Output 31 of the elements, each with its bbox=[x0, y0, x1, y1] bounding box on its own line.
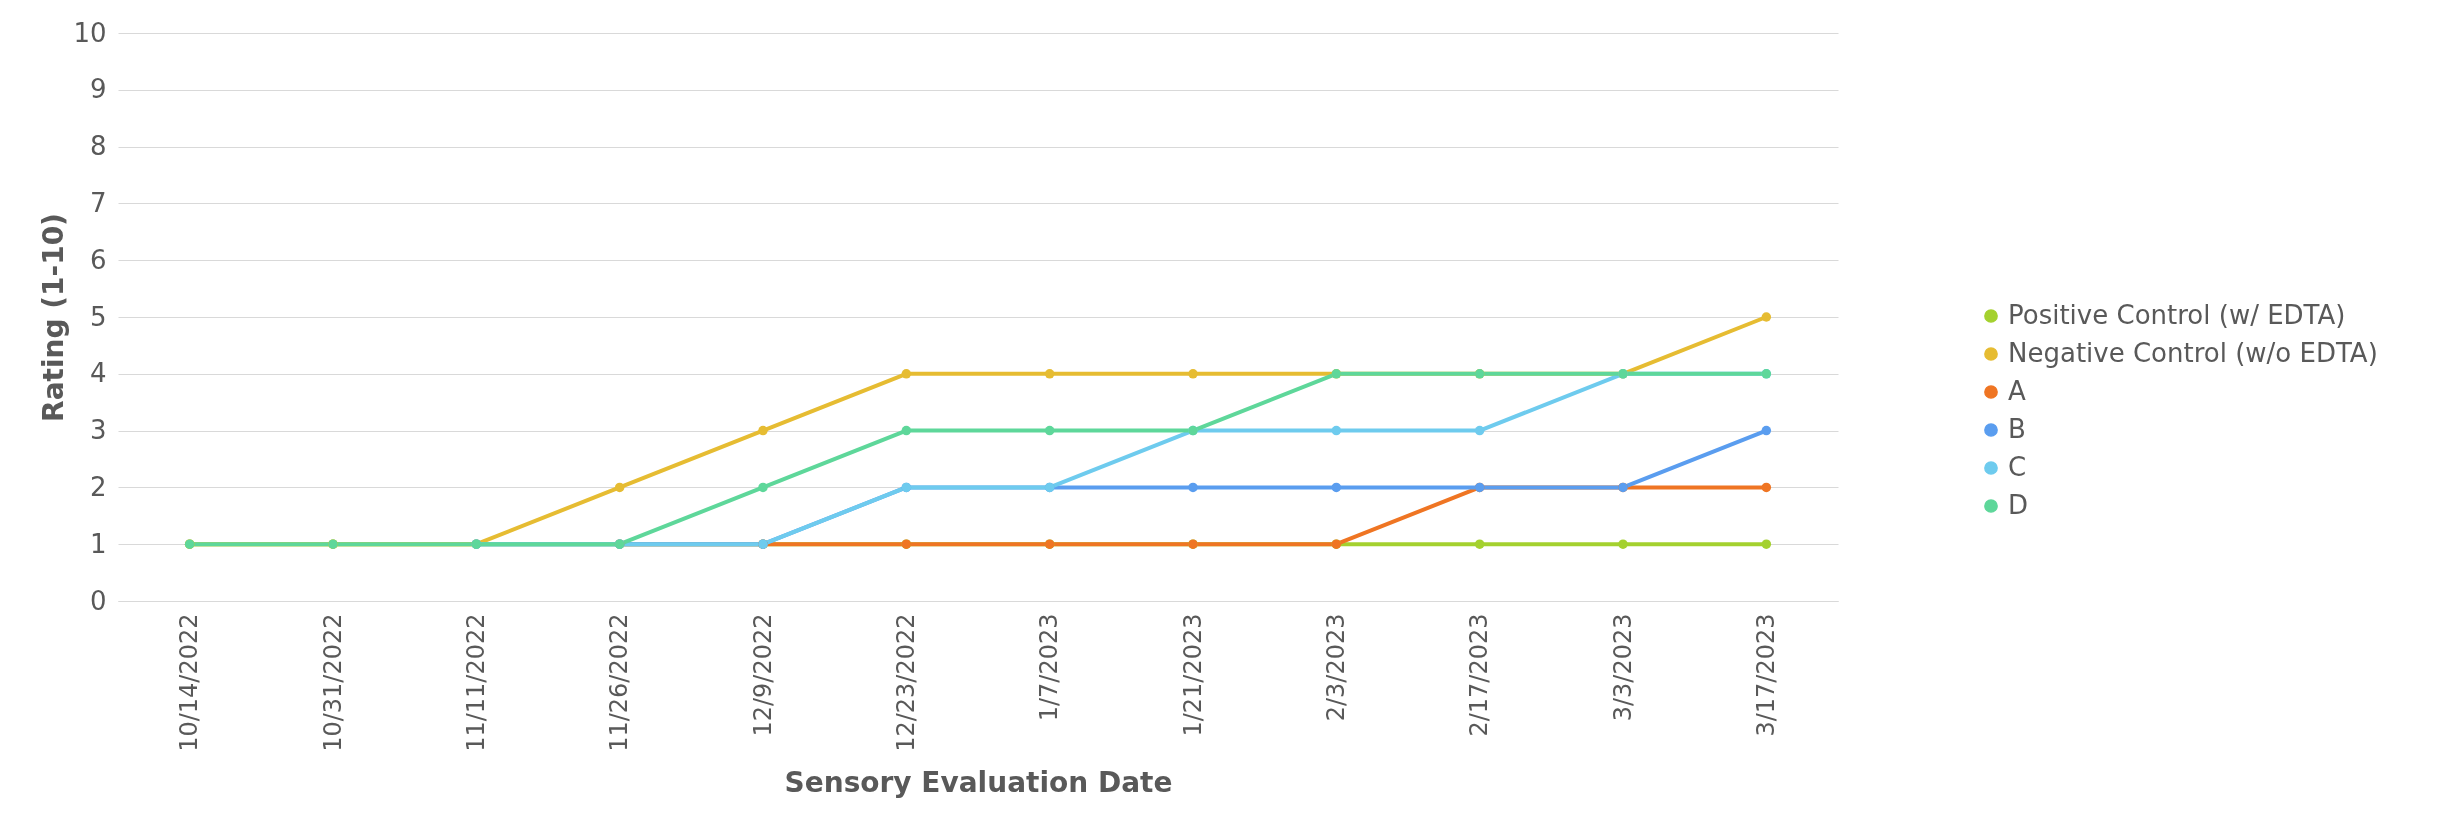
y-tick-label: 3 bbox=[89, 415, 107, 446]
x-tick-label: 1/21/2023 bbox=[1178, 613, 1207, 737]
x-tick-label: 3/17/2023 bbox=[1751, 613, 1780, 737]
y-tick-label: 9 bbox=[89, 74, 107, 105]
x-tick-label: 12/9/2022 bbox=[748, 613, 777, 737]
y-tick-label: 10 bbox=[73, 17, 107, 48]
x-tick-label: 2/17/2023 bbox=[1465, 613, 1494, 737]
legend-label: B bbox=[2008, 414, 2026, 444]
y-tick-label: 4 bbox=[89, 358, 107, 389]
legend-label: A bbox=[2008, 376, 2026, 406]
y-tick-label: 0 bbox=[89, 585, 107, 616]
x-axis-title: Sensory Evaluation Date bbox=[784, 765, 1173, 799]
y-tick-label: 2 bbox=[89, 471, 107, 502]
legend-label: C bbox=[2008, 452, 2027, 482]
y-tick-label: 7 bbox=[89, 187, 107, 218]
x-tick-label: 10/14/2022 bbox=[175, 613, 204, 752]
y-tick-label: 5 bbox=[89, 301, 107, 332]
y-tick-label: 8 bbox=[89, 131, 107, 162]
legend-label: Positive Control (w/ EDTA) bbox=[2008, 300, 2346, 330]
x-tick-label: 11/26/2022 bbox=[605, 613, 634, 752]
y-axis-title: Rating (1-10) bbox=[37, 213, 71, 422]
x-tick-label: 1/7/2023 bbox=[1035, 613, 1064, 722]
x-tick-label: 11/11/2022 bbox=[461, 613, 490, 752]
y-tick-label: 1 bbox=[89, 528, 107, 559]
x-tick-label: 12/23/2022 bbox=[891, 613, 920, 752]
y-tick-label: 6 bbox=[89, 244, 107, 275]
legend-label: D bbox=[2008, 490, 2029, 520]
legend-label: Negative Control (w/o EDTA) bbox=[2008, 338, 2378, 368]
x-tick-label: 10/31/2022 bbox=[318, 613, 347, 752]
x-tick-label: 3/3/2023 bbox=[1608, 613, 1637, 722]
x-tick-label: 2/3/2023 bbox=[1321, 613, 1350, 722]
